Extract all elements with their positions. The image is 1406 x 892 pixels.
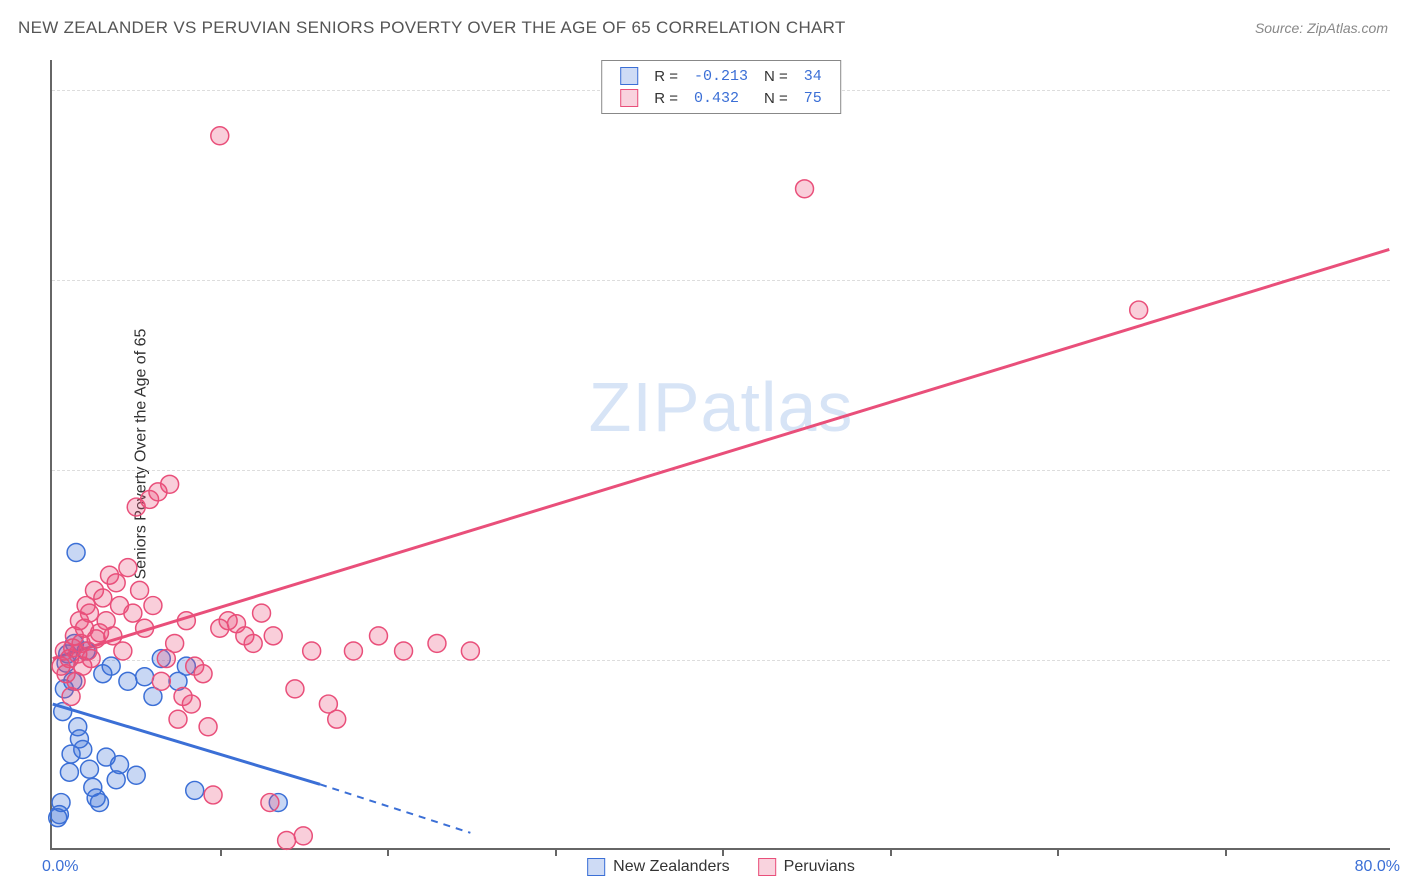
chart-source: Source: ZipAtlas.com <box>1255 20 1388 36</box>
source-name: ZipAtlas.com <box>1307 20 1388 36</box>
r-label: R = <box>646 65 686 87</box>
legend-label: New Zealanders <box>613 858 730 876</box>
point-pe <box>114 642 132 660</box>
stats-table: R =-0.213N =34R =0.432N =75 <box>612 65 830 109</box>
point-pe <box>144 597 162 615</box>
point-pe <box>294 827 312 845</box>
point-pe <box>119 559 137 577</box>
x-tick <box>220 848 222 856</box>
point-nz <box>60 763 78 781</box>
n-label: N = <box>756 65 796 87</box>
legend-swatch-pe <box>758 858 776 876</box>
stats-legend: R =-0.213N =34R =0.432N =75 <box>601 60 841 114</box>
x-axis-max-label: 80.0% <box>1355 858 1400 876</box>
x-tick <box>387 848 389 856</box>
x-tick <box>722 848 724 856</box>
chart-title: NEW ZEALANDER VS PERUVIAN SENIORS POVERT… <box>18 18 846 38</box>
point-pe <box>395 642 413 660</box>
point-pe <box>344 642 362 660</box>
x-axis-min-label: 0.0% <box>42 858 78 876</box>
n-value: 34 <box>796 65 830 87</box>
point-nz <box>127 766 145 784</box>
series-legend: New Zealanders Peruvians <box>587 858 855 876</box>
point-pe <box>161 475 179 493</box>
point-pe <box>107 574 125 592</box>
point-pe <box>328 710 346 728</box>
point-pe <box>136 619 154 637</box>
point-pe <box>204 786 222 804</box>
point-nz <box>111 756 129 774</box>
point-pe <box>131 581 149 599</box>
point-pe <box>1130 301 1148 319</box>
point-pe <box>177 612 195 630</box>
point-pe <box>303 642 321 660</box>
x-tick <box>555 848 557 856</box>
point-pe <box>182 695 200 713</box>
point-nz <box>74 741 92 759</box>
plot-area: Seniors Poverty Over the Age of 65 ZIPat… <box>50 60 1390 850</box>
point-pe <box>244 634 262 652</box>
point-pe <box>286 680 304 698</box>
point-pe <box>253 604 271 622</box>
y-tick-label: 50.0% <box>1400 101 1406 119</box>
point-nz <box>119 672 137 690</box>
y-tick-label: 12.5% <box>1400 671 1406 689</box>
point-nz <box>67 544 85 562</box>
legend-swatch-nz <box>587 858 605 876</box>
y-tick-label: 37.5% <box>1400 291 1406 309</box>
stats-row-pe: R =0.432N =75 <box>612 87 830 109</box>
x-tick <box>890 848 892 856</box>
legend-item-nz: New Zealanders <box>587 858 730 876</box>
r-value: 0.432 <box>686 87 756 109</box>
point-pe <box>124 604 142 622</box>
point-pe <box>194 665 212 683</box>
point-nz <box>91 794 109 812</box>
point-pe <box>94 589 112 607</box>
r-label: R = <box>646 87 686 109</box>
source-prefix: Source: <box>1255 20 1307 36</box>
point-pe <box>796 180 814 198</box>
point-pe <box>211 127 229 145</box>
point-pe <box>199 718 217 736</box>
point-nz <box>186 781 204 799</box>
n-value: 75 <box>796 87 830 109</box>
n-label: N = <box>756 87 796 109</box>
point-pe <box>261 794 279 812</box>
chart-header: NEW ZEALANDER VS PERUVIAN SENIORS POVERT… <box>18 18 1388 38</box>
legend-item-pe: Peruvians <box>758 858 855 876</box>
stats-row-nz: R =-0.213N =34 <box>612 65 830 87</box>
swatch-nz <box>620 67 638 85</box>
point-nz <box>136 668 154 686</box>
point-nz <box>102 657 120 675</box>
swatch-pe <box>620 89 638 107</box>
point-pe <box>152 672 170 690</box>
x-tick <box>1225 848 1227 856</box>
y-tick-label: 25.0% <box>1400 481 1406 499</box>
point-nz <box>80 760 98 778</box>
point-pe <box>80 604 98 622</box>
x-tick <box>1057 848 1059 856</box>
point-pe <box>461 642 479 660</box>
legend-label: Peruvians <box>784 858 855 876</box>
point-pe <box>428 634 446 652</box>
point-pe <box>169 710 187 728</box>
point-pe <box>82 650 100 668</box>
point-pe <box>264 627 282 645</box>
scatter-points-layer <box>52 60 1390 848</box>
point-nz <box>52 794 70 812</box>
point-pe <box>370 627 388 645</box>
r-value: -0.213 <box>686 65 756 87</box>
point-pe <box>278 831 296 849</box>
point-pe <box>166 634 184 652</box>
